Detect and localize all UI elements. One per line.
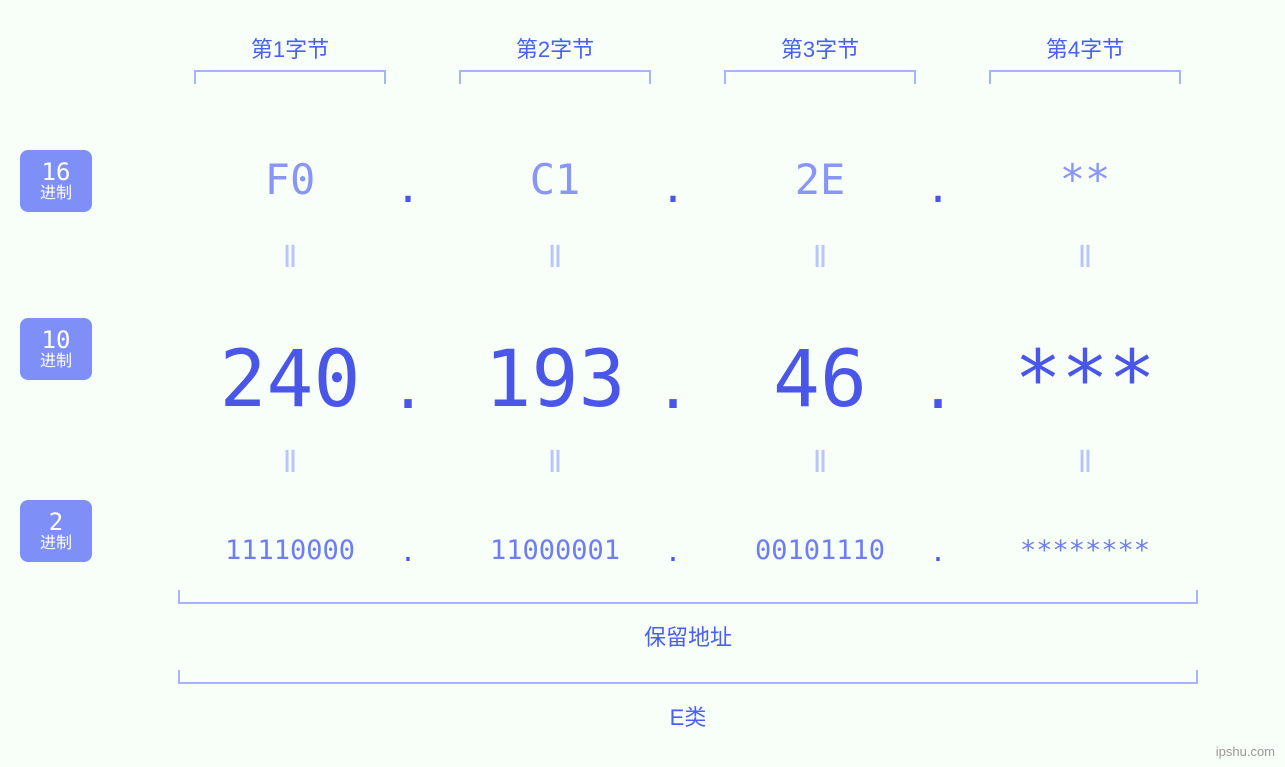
hex-byte-2: C1	[438, 155, 673, 204]
hex-dot-1: .	[388, 163, 428, 212]
top-bracket-2	[459, 70, 652, 84]
bin-byte-1: 11110000	[173, 535, 408, 566]
eq1-3: ǁ	[800, 240, 840, 275]
bin-dot-3: .	[918, 537, 958, 568]
bottom-bracket-class	[178, 670, 1198, 684]
byte-header-4: 第4字节	[968, 32, 1203, 64]
bin-byte-3: 00101110	[703, 535, 938, 566]
dec-dot-3: .	[918, 353, 958, 423]
hex-byte-1: F0	[173, 155, 408, 204]
byte-header-3: 第3字节	[703, 32, 938, 64]
eq2-1: ǁ	[270, 445, 310, 480]
eq1-1: ǁ	[270, 240, 310, 275]
byte-header-1: 第1字节	[173, 32, 408, 64]
bottom-label-class: E类	[178, 700, 1198, 732]
eq1-4: ǁ	[1065, 240, 1105, 275]
hex-dot-3: .	[918, 163, 958, 212]
top-bracket-4	[989, 70, 1182, 84]
dec-byte-1: 240	[173, 335, 408, 425]
badge-hex-num: 16	[42, 159, 71, 185]
bin-dot-1: .	[388, 537, 428, 568]
top-bracket-3	[724, 70, 917, 84]
hex-byte-4: **	[968, 155, 1203, 204]
dec-byte-4: ***	[968, 335, 1203, 425]
badge-hex: 16 进制	[20, 150, 92, 212]
dec-byte-3: 46	[703, 335, 938, 425]
badge-dec-sub: 进制	[40, 353, 72, 371]
bin-byte-2: 11000001	[438, 535, 673, 566]
hex-dot-2: .	[653, 163, 693, 212]
byte-header-2: 第2字节	[438, 32, 673, 64]
watermark: ipshu.com	[1216, 744, 1275, 759]
dec-dot-1: .	[388, 353, 428, 423]
bottom-bracket-reserved	[178, 590, 1198, 604]
badge-bin-sub: 进制	[40, 535, 72, 553]
eq2-3: ǁ	[800, 445, 840, 480]
bin-dot-2: .	[653, 537, 693, 568]
badge-bin-num: 2	[49, 509, 63, 535]
badge-dec: 10 进制	[20, 318, 92, 380]
badge-hex-sub: 进制	[40, 185, 72, 203]
badge-bin: 2 进制	[20, 500, 92, 562]
ip-diagram: 第1字节 第2字节 第3字节 第4字节 16 进制 10 进制 2 进制 F0 …	[0, 0, 1285, 767]
badge-dec-num: 10	[42, 327, 71, 353]
bin-byte-4: ********	[968, 535, 1203, 566]
top-bracket-1	[194, 70, 387, 84]
dec-dot-2: .	[653, 353, 693, 423]
bottom-label-reserved: 保留地址	[178, 620, 1198, 652]
hex-byte-3: 2E	[703, 155, 938, 204]
eq1-2: ǁ	[535, 240, 575, 275]
dec-byte-2: 193	[438, 335, 673, 425]
eq2-2: ǁ	[535, 445, 575, 480]
eq2-4: ǁ	[1065, 445, 1105, 480]
